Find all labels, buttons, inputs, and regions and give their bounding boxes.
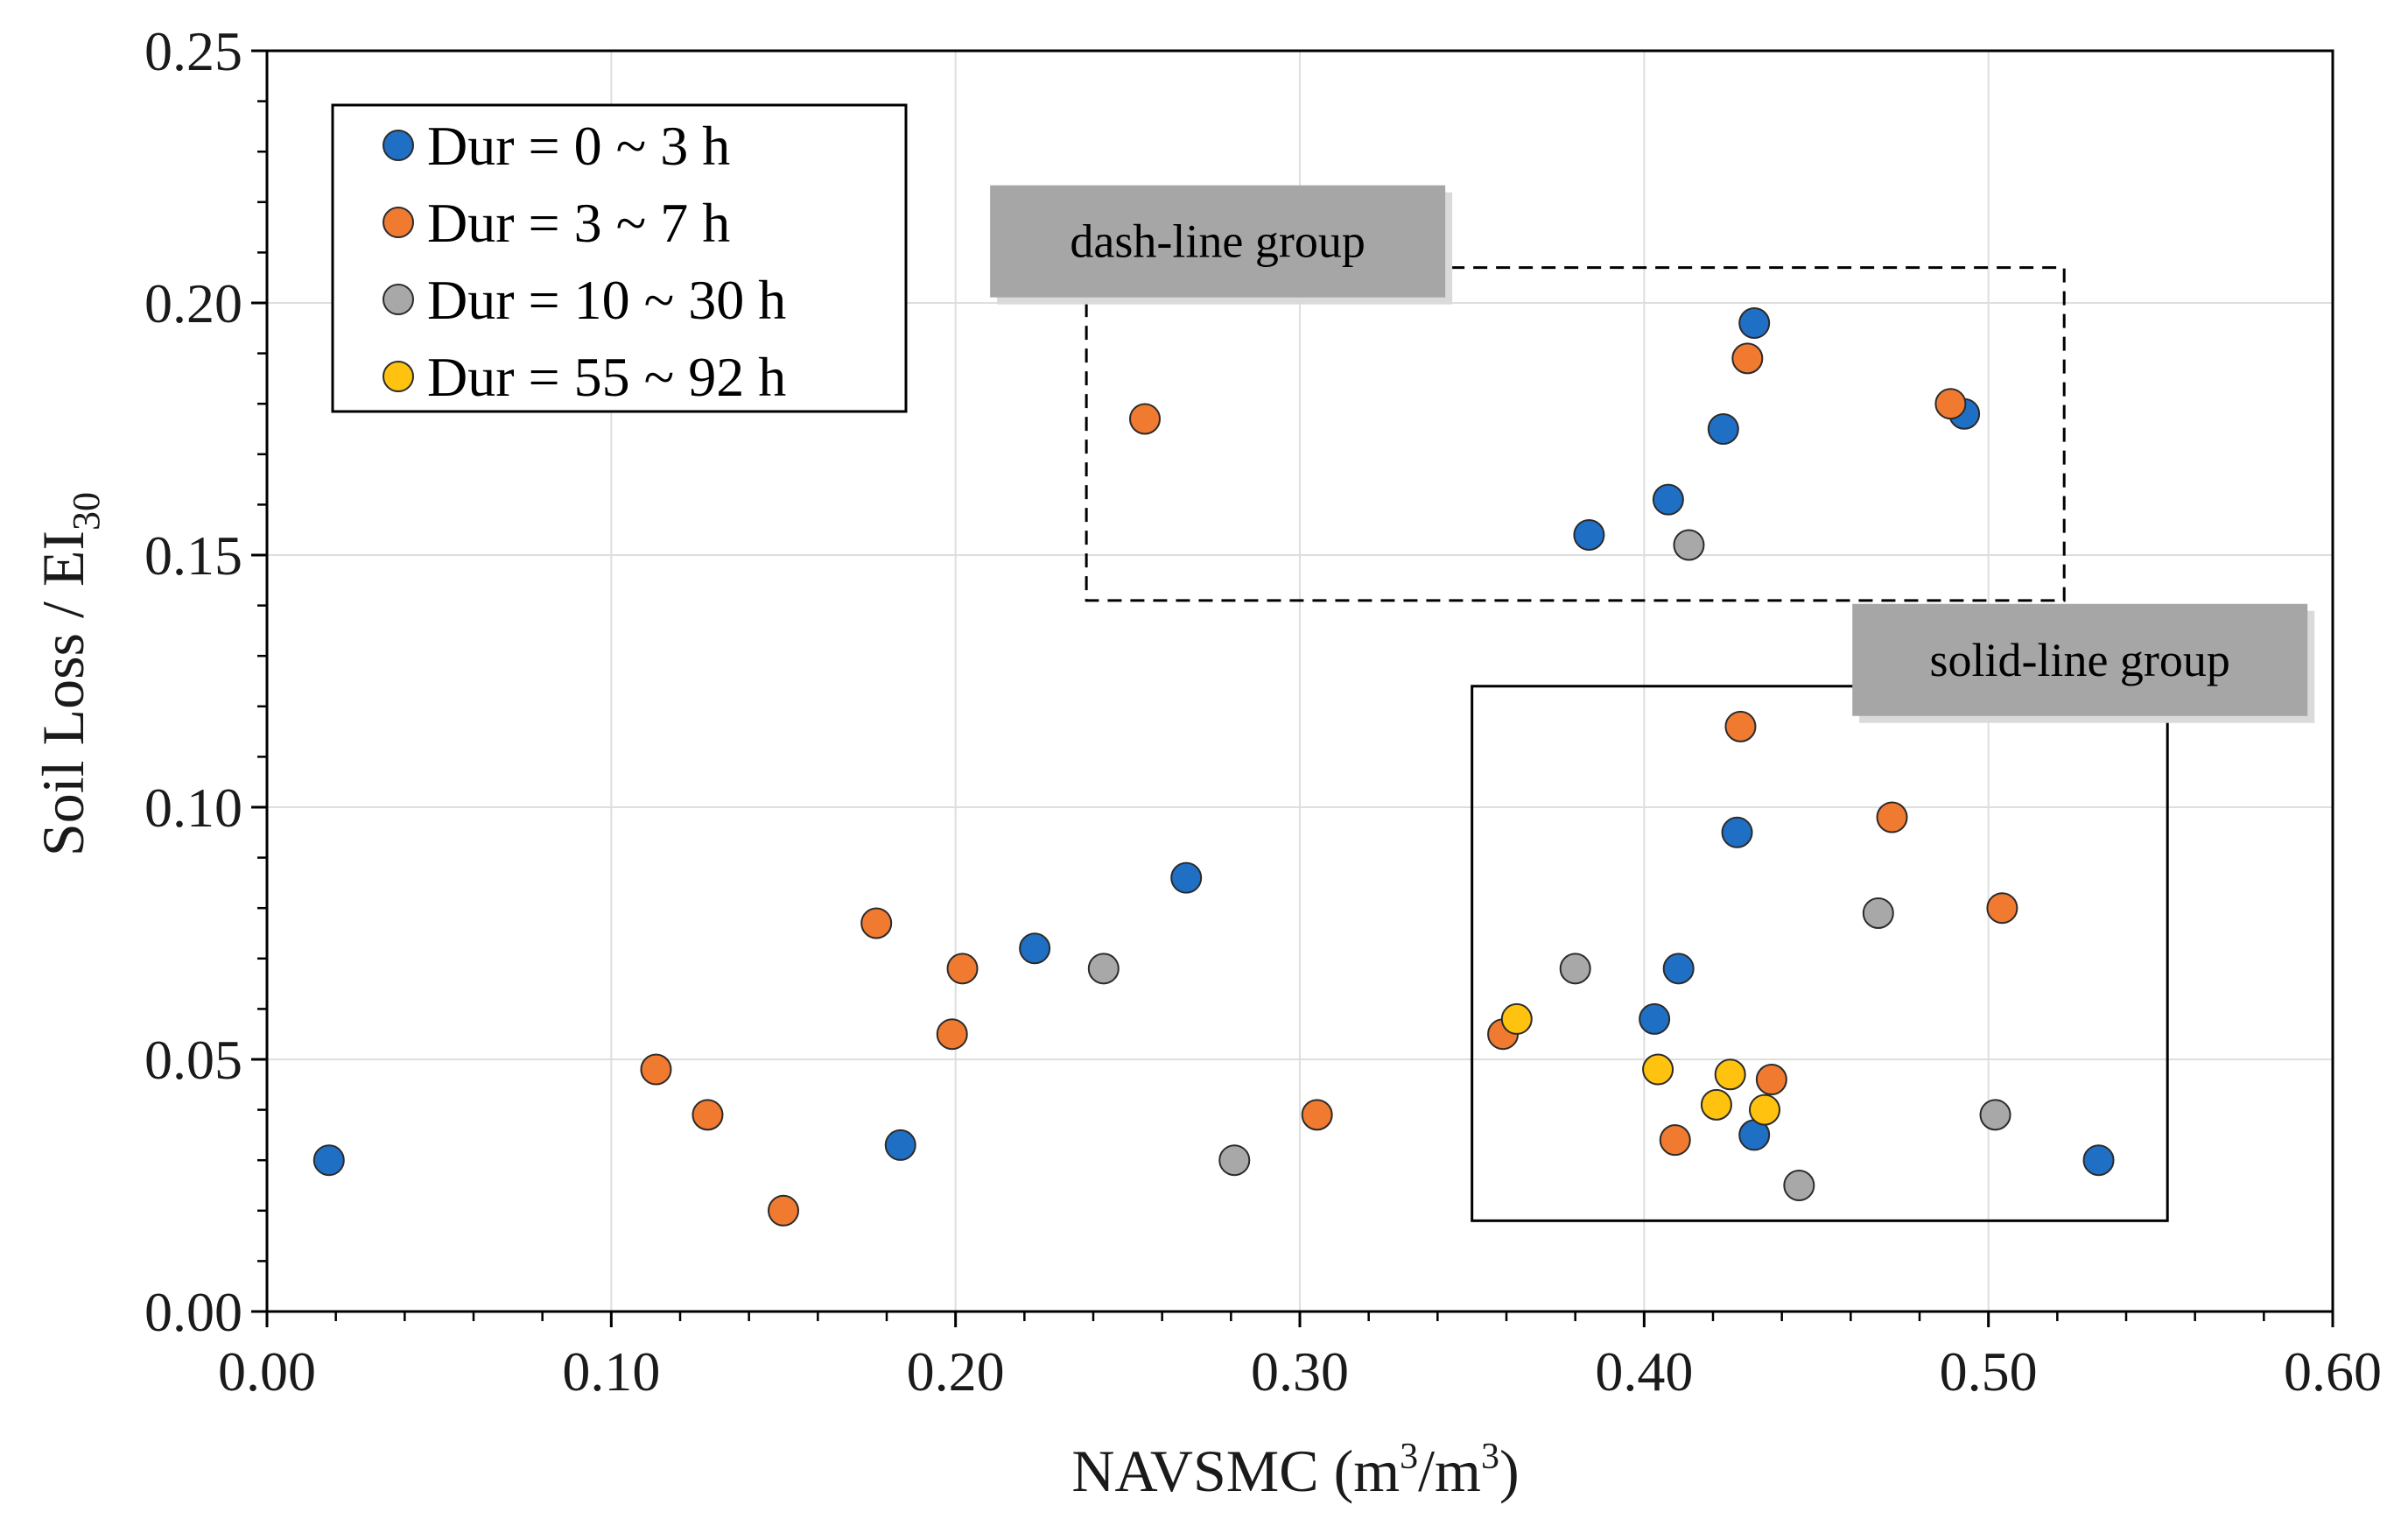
data-point — [1738, 307, 1771, 340]
data-point — [1700, 1088, 1732, 1121]
data-point — [1659, 1124, 1691, 1157]
x-tick-label: 0.40 — [1595, 1340, 1693, 1403]
data-point — [1170, 861, 1203, 894]
y-tick-label: 0.15 — [144, 524, 242, 587]
axes: 0.00 0.10 0.20 0.30 0.40 0.50 0.60 0.00 0.05 0.10… — [144, 20, 2382, 1403]
data-point — [1749, 1094, 1780, 1126]
group-labels: dash-line group solid-line group — [990, 185, 2315, 723]
legend-marker — [383, 130, 414, 161]
dash-line-group-label: dash-line group — [990, 185, 1453, 305]
legend-box — [331, 103, 908, 413]
data-point — [1559, 953, 1591, 985]
y-tick-label: 0.10 — [144, 777, 242, 839]
data-point — [860, 907, 893, 939]
x-tick-label: 0.30 — [1251, 1340, 1349, 1403]
data-point — [1714, 1058, 1746, 1091]
data-point — [1642, 1053, 1674, 1086]
data-point — [1755, 1064, 1787, 1096]
x-tick-label: 0.00 — [218, 1340, 316, 1403]
data-point — [1129, 403, 1161, 435]
label-background — [990, 185, 1446, 298]
data-point — [1500, 1002, 1533, 1035]
data-point — [1986, 892, 2018, 925]
y-tick-label: 0.05 — [144, 1029, 242, 1091]
x-axis-title: NAVSMC (m3/m3) — [1071, 1437, 1519, 1504]
group-boxes — [1085, 266, 2169, 1222]
legend-item: Dur = 55 ~ 92 h — [383, 346, 786, 408]
y-tick-label: 0.00 — [144, 1281, 242, 1343]
data-point — [1721, 816, 1753, 848]
x-tick-label: 0.10 — [562, 1340, 660, 1403]
data-point — [1724, 710, 1757, 742]
data-point — [1301, 1099, 1333, 1131]
legend-item: Dur = 3 ~ 7 h — [383, 192, 730, 254]
data-points — [312, 307, 2115, 1227]
data-point — [640, 1053, 672, 1086]
y-tick-label: 0.25 — [144, 20, 242, 82]
data-point — [1652, 483, 1684, 516]
label-background — [1852, 603, 2308, 716]
y-tick-label: 0.20 — [144, 272, 242, 334]
data-point — [692, 1099, 724, 1131]
solid-line-group-box — [1471, 685, 2169, 1222]
data-point — [1979, 1099, 2011, 1131]
data-point — [1783, 1170, 1815, 1201]
group-label-text: solid-line group — [1929, 634, 2229, 686]
series-1-points — [312, 307, 2115, 1177]
series-4-points — [1500, 1002, 1780, 1126]
data-point — [1087, 953, 1120, 985]
x-tick-label: 0.20 — [907, 1340, 1005, 1403]
solid-line-group-label: solid-line group — [1852, 603, 2315, 723]
data-point — [1662, 953, 1695, 985]
legend-label: Dur = 10 ~ 30 h — [427, 269, 786, 331]
data-point — [884, 1129, 916, 1161]
data-point — [312, 1144, 345, 1177]
data-point — [1218, 1144, 1251, 1177]
data-point — [1707, 413, 1739, 445]
data-point — [936, 1018, 968, 1051]
data-point — [768, 1194, 799, 1227]
group-label-text: dash-line group — [1070, 215, 1365, 268]
data-point — [1876, 801, 1908, 833]
series-2-points — [640, 342, 2018, 1227]
data-point — [1731, 342, 1764, 375]
legend-label: Dur = 55 ~ 92 h — [427, 346, 786, 408]
data-point — [1934, 388, 1967, 420]
legend-item: Dur = 0 ~ 3 h — [383, 115, 730, 177]
y-axis-title: Soil Loss / EI30 — [30, 492, 108, 856]
data-point — [946, 953, 979, 985]
data-point — [1639, 1002, 1671, 1035]
data-point — [1019, 932, 1051, 965]
data-point — [1862, 897, 1894, 929]
data-point — [1573, 518, 1605, 551]
series-3-points — [1087, 529, 2011, 1201]
legend-label: Dur = 3 ~ 7 h — [427, 192, 730, 254]
legend-label: Dur = 0 ~ 3 h — [427, 115, 730, 177]
legend-marker — [383, 207, 414, 238]
legend-marker — [383, 361, 414, 392]
legend: Dur = 0 ~ 3 h Dur = 3 ~ 7 h Dur = 10 ~ 30 … — [331, 103, 908, 413]
x-tick-label: 0.60 — [2284, 1340, 2382, 1403]
data-point — [1673, 529, 1705, 561]
legend-marker — [383, 284, 414, 315]
data-point — [2082, 1144, 2115, 1177]
x-tick-label: 0.50 — [1940, 1340, 2038, 1403]
legend-item: Dur = 10 ~ 30 h — [383, 269, 786, 331]
dash-line-group-box — [1085, 266, 2066, 602]
